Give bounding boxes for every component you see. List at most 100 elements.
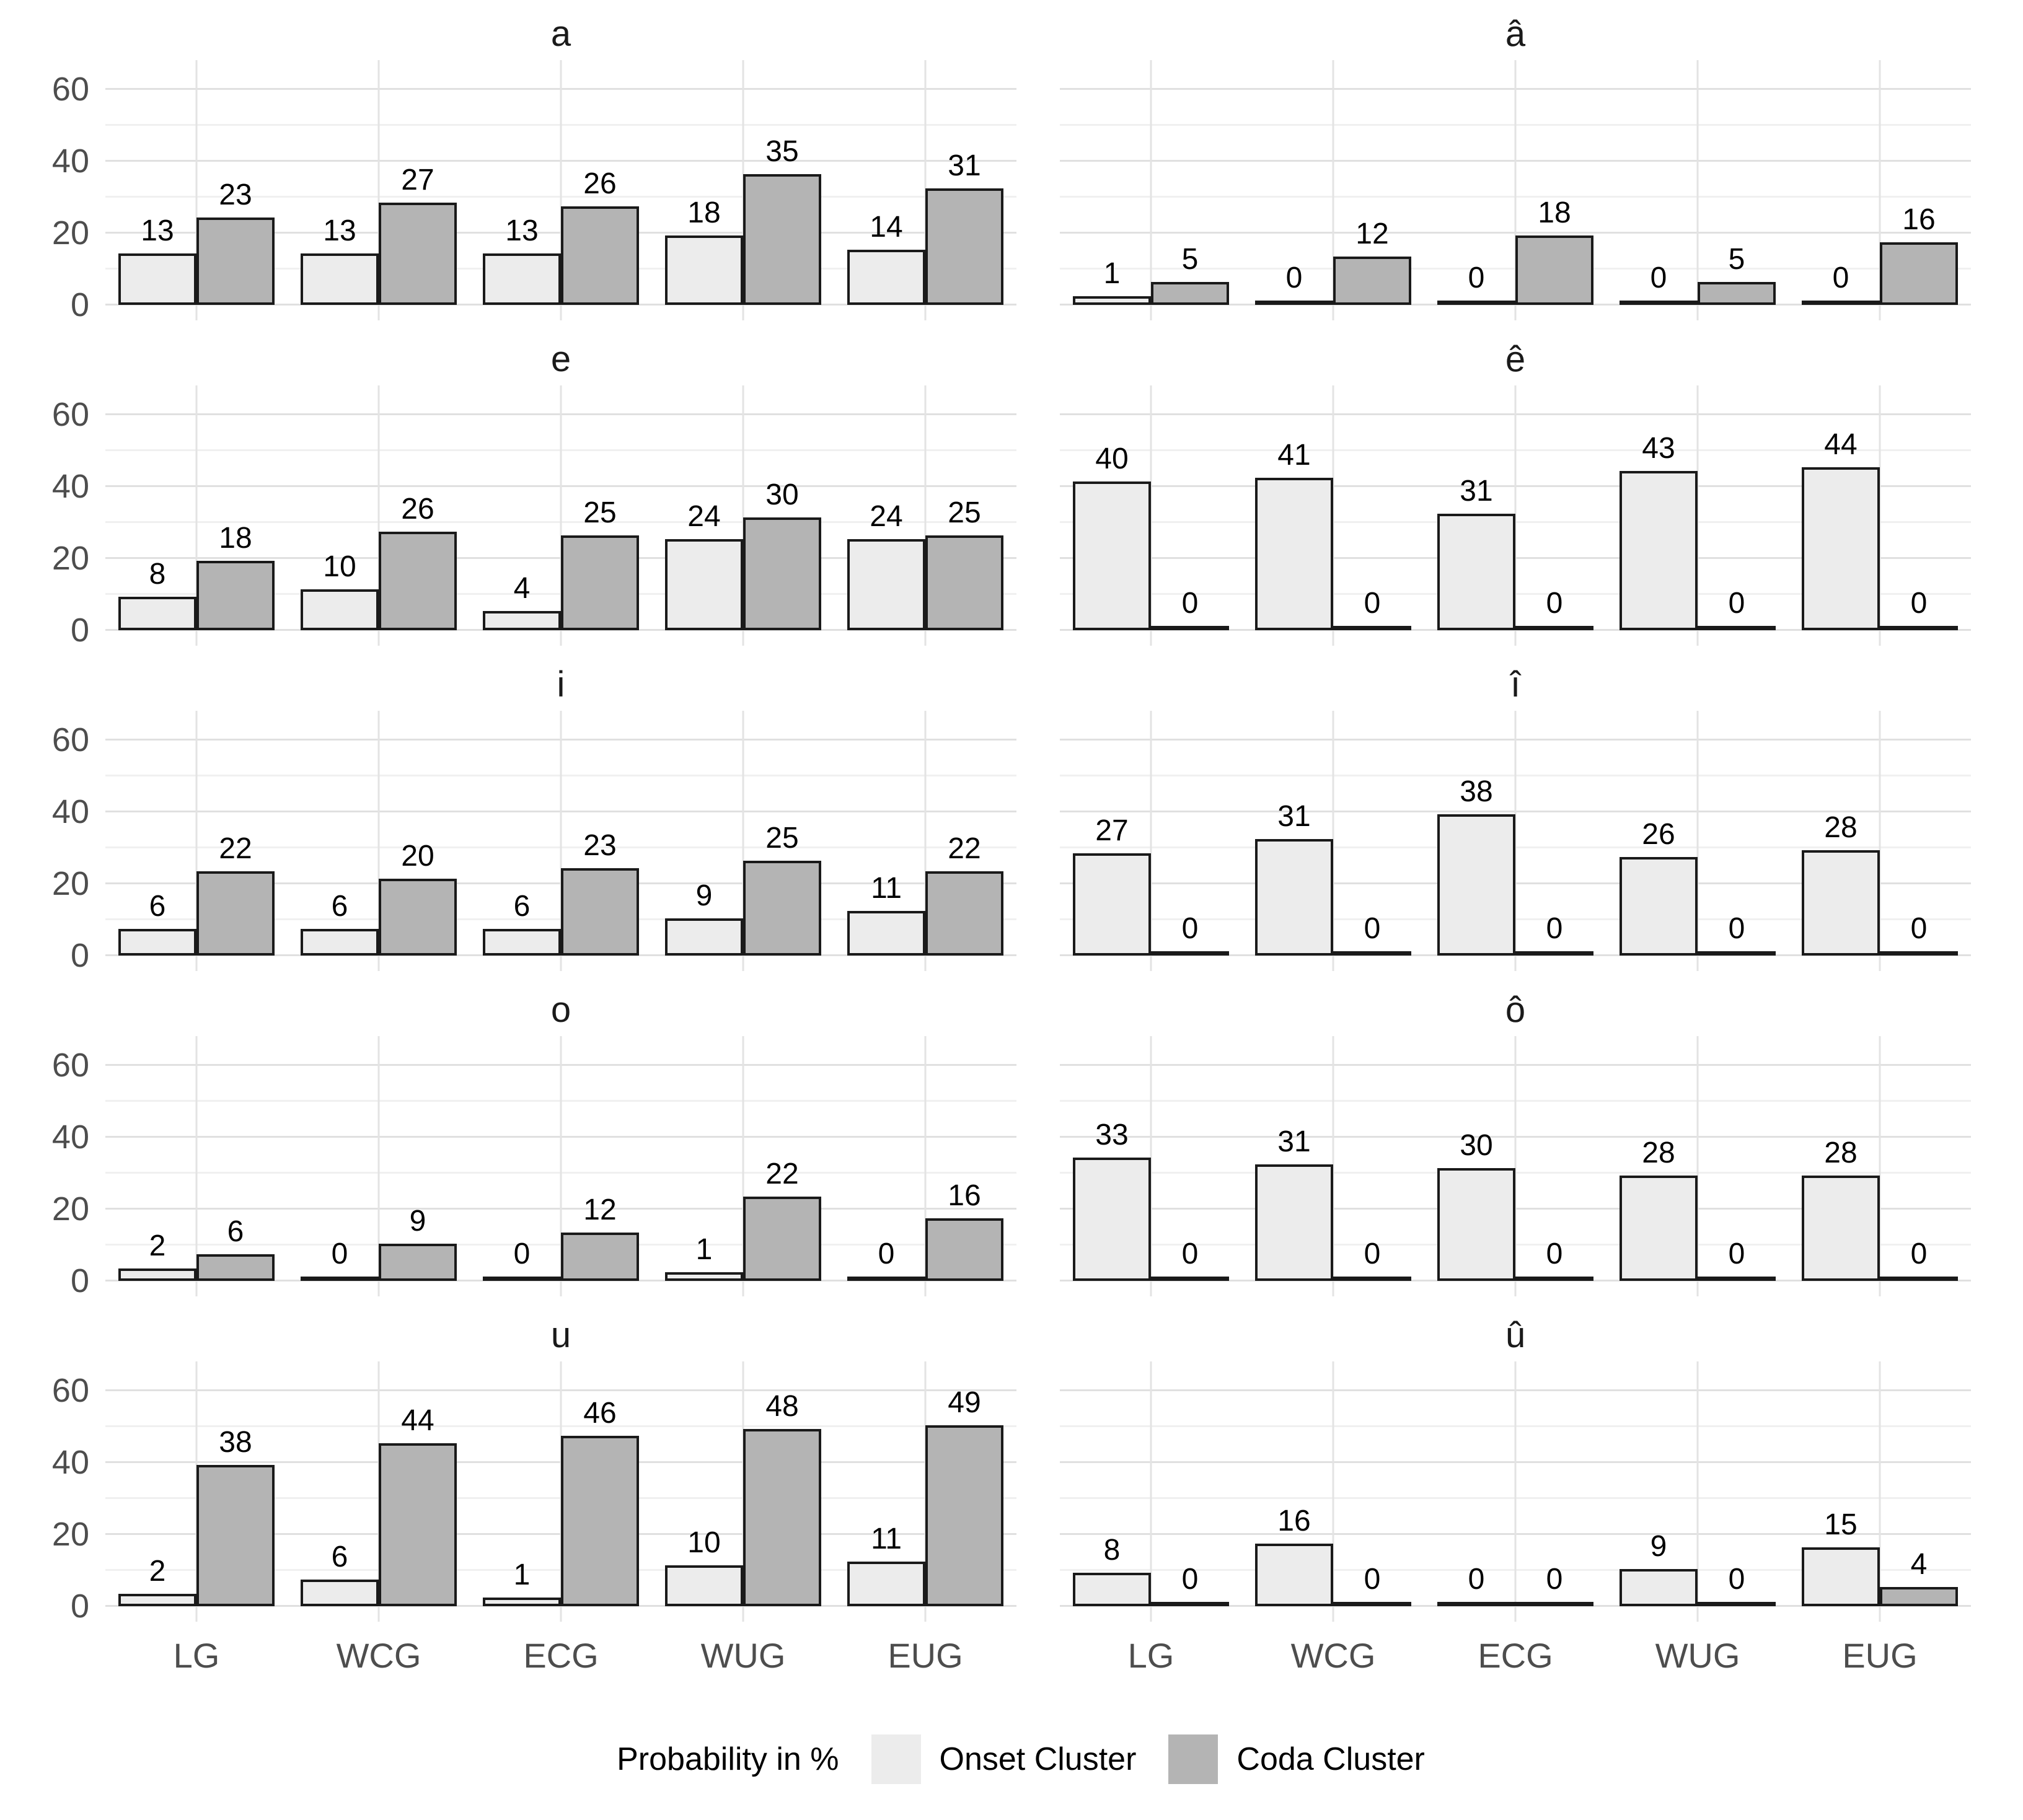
bar-value-label: 6 — [331, 1541, 348, 1573]
bar-value-label: 6 — [149, 890, 166, 923]
bar-value-label: 0 — [1364, 912, 1381, 945]
x-tick-label: WCG — [336, 1636, 421, 1675]
bar-value-label: 26 — [401, 493, 434, 525]
y-tick-label: 60 — [51, 1047, 89, 1084]
gridline-vertical — [560, 711, 562, 971]
bar-value-label: 2 — [149, 1229, 166, 1262]
bar-value-label: 15 — [1824, 1508, 1858, 1541]
legend-title: Probability in % — [617, 1741, 839, 1777]
y-axis: 0 20 40 60 — [19, 711, 105, 972]
bar-coda — [379, 532, 457, 630]
x-tick-label: WUG — [700, 1636, 786, 1675]
gridline-vertical — [195, 711, 198, 971]
bar-onset — [1802, 850, 1880, 956]
facet-title: i — [557, 664, 565, 705]
bar-onset — [483, 1598, 561, 1606]
gridline-vertical — [1150, 1036, 1152, 1296]
gridline-vertical — [742, 385, 744, 646]
gridline-vertical — [1879, 1361, 1881, 1622]
bar-value-label: 0 — [1546, 1563, 1563, 1596]
bar-value-label: 0 — [1181, 587, 1199, 620]
plot-area: 33 0 31 0 30 0 28 0 28 0 — [1060, 1036, 1971, 1296]
plot-area: 8 18 10 26 4 25 24 30 24 25 — [105, 385, 1016, 646]
plot-area: 2 6 0 9 0 12 1 22 0 16 — [105, 1036, 1016, 1296]
bar-value-label: 12 — [583, 1194, 617, 1226]
x-tick-label: ECG — [1478, 1636, 1553, 1675]
bar-value-label: 11 — [871, 1523, 902, 1555]
bar-coda — [1515, 951, 1593, 956]
gridline-vertical — [1879, 60, 1881, 320]
y-axis: 0 20 40 60 — [19, 60, 105, 323]
bar-value-label: 30 — [765, 478, 799, 511]
y-axis: 0 20 40 60 — [19, 1361, 105, 1623]
bar-value-label: 1 — [695, 1233, 713, 1266]
facet-title: ô — [1505, 990, 1526, 1030]
bar-onset — [118, 929, 196, 956]
facet-title: e — [550, 339, 571, 379]
bar-value-label: 6 — [331, 890, 348, 923]
bar-coda — [196, 561, 275, 630]
bar-onset — [665, 918, 743, 956]
bar-coda — [561, 206, 639, 305]
bar-coda — [1333, 257, 1411, 305]
bar-value-label: 0 — [1285, 262, 1303, 294]
bar-value-label: 24 — [870, 500, 903, 533]
gridline-vertical — [377, 60, 380, 320]
gridline-vertical — [377, 385, 380, 646]
bar-onset — [665, 1272, 743, 1281]
bar-coda — [1333, 1277, 1411, 1281]
gridline-vertical — [1150, 711, 1152, 971]
bar-value-label: 25 — [948, 496, 981, 529]
bar-onset — [1802, 467, 1880, 630]
bar-onset — [483, 253, 561, 305]
bar-onset — [1073, 1573, 1151, 1606]
bar-value-label: 0 — [1364, 1563, 1381, 1596]
bar-coda — [1698, 951, 1776, 956]
gridline-vertical — [1332, 60, 1334, 320]
bar-value-label: 0 — [1181, 1238, 1199, 1270]
plot-area: 13 23 13 27 13 26 18 35 14 31 — [105, 60, 1016, 320]
facet-title: a — [550, 14, 571, 54]
bar-onset — [847, 539, 925, 630]
bar-coda — [743, 1429, 821, 1606]
bar-coda — [196, 871, 275, 956]
bar-onset — [301, 589, 379, 630]
bar-value-label: 4 — [513, 572, 531, 605]
facet-title: u — [550, 1315, 571, 1355]
bar-value-label: 31 — [1277, 800, 1311, 833]
gridline-vertical — [560, 1036, 562, 1296]
bar-value-label: 5 — [1728, 243, 1745, 276]
bar-onset — [1255, 839, 1333, 956]
bar-coda — [196, 1465, 275, 1606]
bar-value-label: 8 — [1103, 1534, 1121, 1567]
bar-coda — [743, 861, 821, 956]
bar-value-label: 33 — [1095, 1119, 1129, 1151]
bar-coda — [1698, 1602, 1776, 1606]
x-tick-label: ECG — [523, 1636, 599, 1675]
bar-onset — [301, 929, 379, 956]
y-tick-label: 20 — [51, 865, 89, 902]
bar-value-label: 40 — [1095, 442, 1129, 475]
bar-coda — [561, 535, 639, 630]
bar-value-label: 0 — [1728, 912, 1745, 945]
bar-onset — [118, 597, 196, 630]
bar-onset — [118, 1268, 196, 1281]
bar-coda — [1151, 951, 1229, 956]
gridline-vertical — [1696, 385, 1699, 646]
bar-value-label: 38 — [219, 1426, 252, 1459]
bar-coda — [379, 1443, 457, 1606]
bar-value-label: 27 — [401, 164, 434, 196]
bar-value-label: 31 — [1277, 1125, 1311, 1158]
bar-value-label: 0 — [1181, 912, 1199, 945]
bar-value-label: 22 — [765, 1158, 799, 1190]
bar-coda — [1880, 1277, 1958, 1281]
y-tick-label: 0 — [70, 286, 89, 323]
plot-area: 40 0 41 0 31 0 43 0 44 0 — [1060, 385, 1971, 646]
bar-onset — [301, 253, 379, 305]
bar-value-label: 0 — [331, 1238, 348, 1270]
bar-value-label: 35 — [765, 135, 799, 168]
bar-value-label: 10 — [687, 1526, 721, 1559]
bar-onset — [1073, 296, 1151, 305]
y-tick-label: 40 — [51, 793, 89, 830]
bar-coda — [925, 1425, 1003, 1606]
